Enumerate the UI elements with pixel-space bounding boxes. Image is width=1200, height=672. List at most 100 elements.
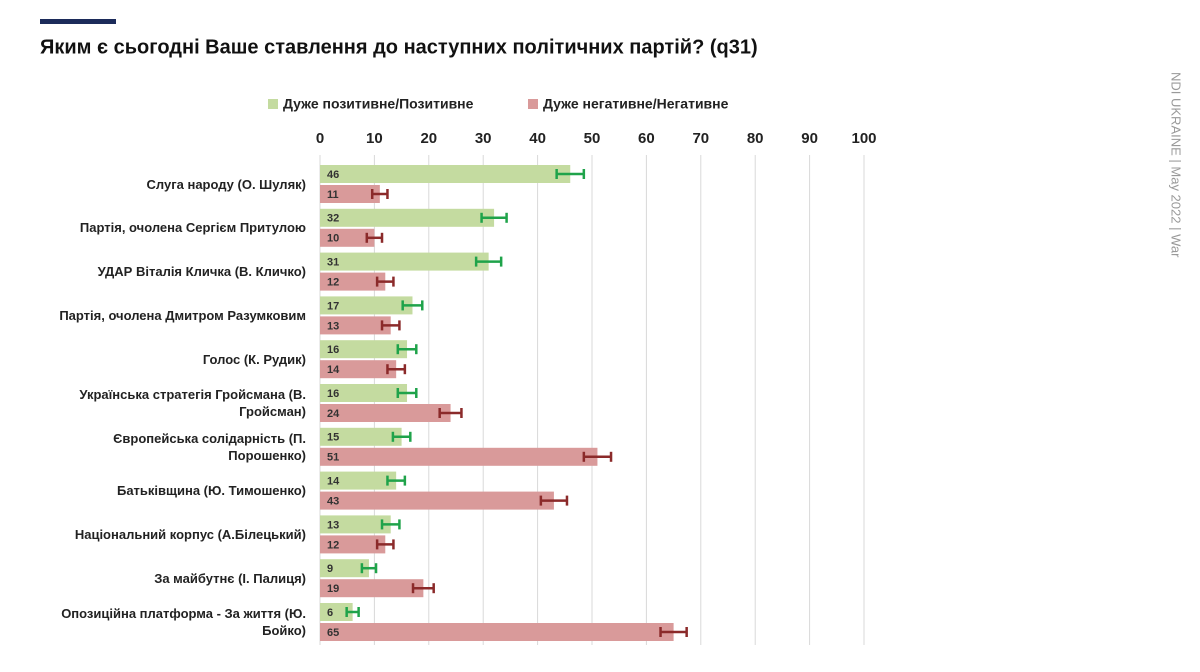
bar xyxy=(320,491,554,510)
value-label: 24 xyxy=(327,408,340,420)
chart-title: Яким є сьогодні Ваше ставлення до наступ… xyxy=(40,36,758,58)
value-label: 46 xyxy=(327,169,339,181)
bar xyxy=(320,165,571,183)
side-note: NDI UKRAINE | May 2022 | War xyxy=(1169,72,1184,258)
category-label: Європейська солідарність (П. Порошенко) xyxy=(36,427,306,467)
value-label: 9 xyxy=(327,563,333,575)
error-bar xyxy=(375,276,395,287)
bar xyxy=(320,623,674,641)
error-bar xyxy=(555,169,586,179)
bar xyxy=(320,404,451,422)
category-label: Національний корпус (А.Білецький) xyxy=(36,514,306,554)
bar xyxy=(320,208,495,227)
category-text: УДАР Віталія Кличка (В. Кличко) xyxy=(97,264,306,280)
error-bar xyxy=(396,344,418,355)
category-text: Слуга народу (О. Шуляк) xyxy=(146,176,306,192)
value-label: 6 xyxy=(327,607,333,619)
legend-swatch xyxy=(268,99,278,109)
error-bar xyxy=(365,232,384,243)
value-label: 15 xyxy=(327,432,339,444)
value-label: 31 xyxy=(327,257,339,269)
bar xyxy=(320,427,402,446)
bar xyxy=(320,447,598,466)
category-label: Опозиційна платформа - За життя (Ю. Бойк… xyxy=(36,602,306,642)
bar xyxy=(320,471,397,490)
category-label: УДАР Віталія Кличка (В. Кличко) xyxy=(36,252,306,292)
category-text: Опозиційна платформа - За життя (Ю. Бойк… xyxy=(61,606,306,638)
bar xyxy=(320,579,424,598)
value-label: 19 xyxy=(327,583,339,595)
value-label: 11 xyxy=(327,189,339,201)
value-label: 32 xyxy=(327,213,339,225)
bar xyxy=(320,384,408,402)
category-text: Партія, очолена Сергієм Притулою xyxy=(79,220,306,236)
error-bar xyxy=(375,539,395,550)
x-tick-label: 30 xyxy=(475,130,492,147)
category-text: Голос (К. Рудик) xyxy=(202,351,306,367)
category-text: Національний корпус (А.Білецький) xyxy=(74,526,306,542)
error-bar xyxy=(391,431,412,442)
value-label: 51 xyxy=(327,452,339,464)
x-tick-label: 70 xyxy=(692,130,709,147)
bar xyxy=(320,340,408,359)
category-text: Батьківщина (Ю. Тимошенко) xyxy=(116,483,306,499)
error-bar xyxy=(386,475,407,486)
error-bar xyxy=(380,320,401,331)
category-label: Слуга народу (О. Шуляк) xyxy=(36,164,306,204)
error-bar xyxy=(480,212,508,223)
x-tick-label: 20 xyxy=(420,130,437,147)
error-bar xyxy=(474,256,503,267)
bar xyxy=(320,185,380,203)
bar xyxy=(320,559,369,578)
error-bar xyxy=(380,519,401,530)
bar xyxy=(320,272,386,291)
bar xyxy=(320,515,391,534)
error-bar xyxy=(360,563,378,574)
category-label: Голос (К. Рудик) xyxy=(36,339,306,379)
category-text: Європейська солідарність (П. Порошенко) xyxy=(113,430,306,463)
x-tick-label: 40 xyxy=(529,130,546,147)
category-label: Партія, очолена Дмитром Разумковим xyxy=(36,295,306,335)
category-label: Партія, очолена Сергієм Притулою xyxy=(36,208,306,248)
error-bar xyxy=(401,300,424,311)
x-tick-label: 50 xyxy=(584,130,601,147)
error-bar xyxy=(582,451,613,462)
x-tick-label: 10 xyxy=(366,130,383,147)
value-label: 14 xyxy=(327,364,340,376)
error-bar xyxy=(539,495,569,506)
error-bar xyxy=(370,189,389,199)
error-bar xyxy=(386,364,407,375)
x-tick-label: 80 xyxy=(747,130,764,147)
error-bar xyxy=(396,388,418,398)
accent-bar xyxy=(40,19,116,24)
value-label: 16 xyxy=(327,344,339,356)
x-tick-label: 100 xyxy=(851,130,876,147)
x-tick-label: 60 xyxy=(638,130,655,147)
category-label: За майбутнє (І. Палиця) xyxy=(36,558,306,598)
value-label: 17 xyxy=(327,300,339,312)
error-bar xyxy=(411,583,435,594)
category-label: Батьківщина (Ю. Тимошенко) xyxy=(36,471,306,511)
legend-label: Дуже негативне/Негативне xyxy=(543,96,729,112)
bar xyxy=(320,316,391,335)
value-label: 43 xyxy=(327,496,339,508)
error-bar xyxy=(438,408,463,418)
category-label: Українська стратегія Гройсмана (В. Гройс… xyxy=(36,383,306,423)
x-tick-label: 90 xyxy=(801,130,818,147)
bar xyxy=(320,252,489,271)
value-label: 12 xyxy=(327,277,339,289)
category-text: Партія, очолена Дмитром Разумковим xyxy=(59,307,306,323)
bar xyxy=(320,228,375,247)
category-text: За майбутнє (І. Палиця) xyxy=(154,570,306,586)
error-bar xyxy=(345,607,360,617)
value-label: 16 xyxy=(327,388,339,400)
legend-swatch xyxy=(528,99,538,109)
value-label: 13 xyxy=(327,320,339,332)
value-label: 13 xyxy=(327,519,339,531)
bar xyxy=(320,296,413,315)
value-label: 12 xyxy=(327,539,339,551)
value-label: 65 xyxy=(327,627,339,639)
error-bar xyxy=(659,627,688,637)
